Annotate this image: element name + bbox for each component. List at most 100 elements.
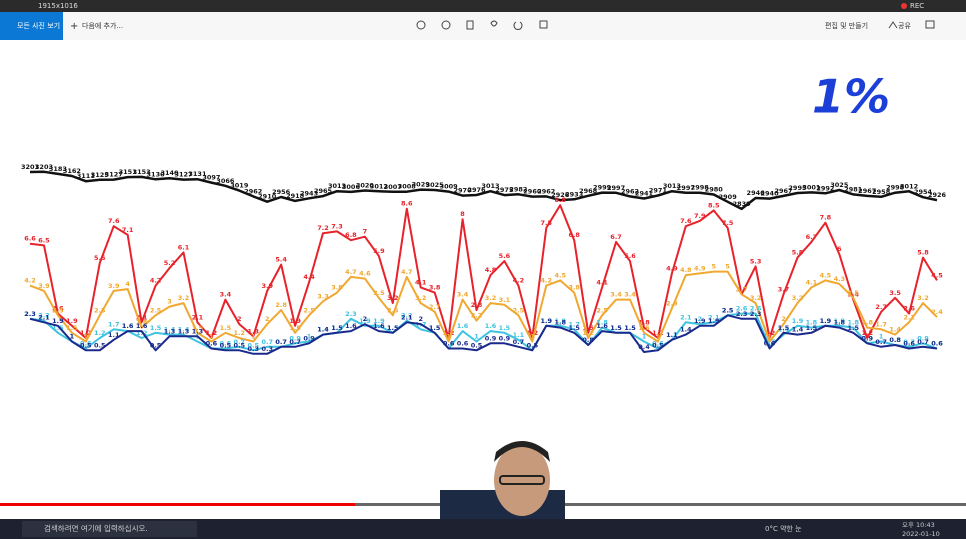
all-photos-button[interactable] — [0, 12, 63, 40]
data-label: 1.9 — [820, 317, 832, 325]
data-label: 0.6 — [457, 340, 469, 348]
data-label: 1.5 — [610, 324, 622, 332]
data-label: 2.6 — [903, 305, 915, 313]
data-label: 0.9 — [917, 334, 929, 342]
data-label: 1.9 — [834, 317, 846, 325]
data-label: 2.3 — [24, 310, 36, 318]
data-label: 0.9 — [861, 334, 873, 342]
data-label: 2909 — [719, 193, 738, 201]
data-label: 1.4 — [792, 326, 804, 334]
data-label: 7.8 — [820, 214, 832, 222]
data-label: 4.9 — [694, 264, 706, 272]
data-label: 3.1 — [499, 296, 511, 304]
data-label: 2 — [418, 315, 423, 323]
data-label: 1.2 — [652, 329, 664, 337]
data-label: 1.2 — [764, 329, 776, 337]
data-label: 2.5 — [303, 306, 315, 314]
data-label: 1.2 — [94, 329, 106, 337]
data-label: 1.9 — [359, 317, 371, 325]
data-label: 2968 — [579, 187, 598, 195]
data-label: 3127 — [105, 171, 123, 179]
data-label: 1 — [642, 333, 647, 341]
data-label: 4.7 — [345, 268, 357, 276]
data-label: 5.4 — [275, 256, 287, 264]
data-label: 1.9 — [694, 317, 706, 325]
data-label: 2956 — [272, 188, 291, 196]
data-label: 2.9 — [666, 299, 678, 307]
data-label: 8.6 — [401, 200, 413, 208]
data-label: 1.8 — [834, 319, 846, 327]
data-label: 3.7 — [736, 285, 748, 293]
data-label: 1.3 — [178, 327, 190, 335]
data-label: 2.5 — [387, 306, 399, 314]
data-label: 1.8 — [638, 319, 650, 327]
data-label: 1.4 — [778, 326, 790, 334]
handwritten-annotation: 1% — [812, 70, 890, 124]
data-label: 3.5 — [373, 289, 385, 297]
data-label: 5.5 — [94, 254, 106, 262]
data-label: 2997 — [677, 184, 695, 192]
share-button[interactable]: 공유 — [898, 22, 911, 30]
data-label: 0.6 — [443, 340, 455, 348]
data-label: 0.5 — [94, 341, 106, 349]
data-label: 3013 — [481, 182, 499, 190]
data-label: 3162 — [63, 167, 81, 175]
data-label: 2910 — [258, 193, 277, 201]
data-label: 1 — [70, 333, 75, 341]
video-progress — [0, 503, 355, 506]
data-label: 0.6 — [80, 340, 92, 348]
data-label: 1 — [307, 333, 312, 341]
data-label: 2.7 — [429, 303, 441, 311]
data-label: 1.5 — [624, 324, 636, 332]
data-label: 1.3 — [248, 327, 260, 335]
data-label: 6.7 — [806, 233, 818, 241]
data-label: 2.5 — [150, 306, 162, 314]
data-label: 1.5 — [387, 324, 399, 332]
data-label: 1.5 — [289, 324, 301, 332]
data-label: 3.2 — [387, 294, 399, 302]
toolbar-icons[interactable] — [416, 20, 935, 30]
series-line — [29, 270, 938, 343]
data-label: 7.6 — [680, 217, 692, 225]
data-label: 2.5 — [52, 306, 64, 314]
data-label: 2.3 — [24, 310, 36, 318]
data-label: 3006 — [342, 183, 361, 191]
clock-date: 2022-01-10 — [902, 530, 940, 538]
data-label: 2.6 — [736, 305, 748, 313]
data-label: 4.1 — [806, 278, 818, 286]
data-label: 1.8 — [136, 319, 148, 327]
data-label: 1.8 — [596, 319, 608, 327]
rec-label: REC — [910, 2, 924, 10]
plus-icon: + — [70, 21, 78, 32]
data-label: 6 — [837, 245, 842, 253]
data-label: 3151 — [119, 168, 138, 176]
data-label: 1.6 — [122, 322, 134, 330]
data-label: 4.5 — [554, 271, 566, 279]
data-label: 0.5 — [248, 341, 260, 349]
data-label: 0.8 — [889, 336, 901, 344]
data-label: 1.3 — [192, 327, 204, 335]
data-label: 3.4 — [624, 291, 636, 299]
edit-create-button[interactable]: 편집 및 만들기 — [825, 21, 868, 30]
data-label: 1.8 — [806, 319, 818, 327]
add-to-button[interactable]: 다음에 추가... — [82, 21, 123, 30]
data-label: 0.9 — [303, 334, 315, 342]
data-label: 1.5 — [610, 324, 622, 332]
data-label: 3007 — [384, 183, 402, 191]
search-box[interactable] — [22, 521, 197, 537]
data-label: 1.1 — [666, 331, 678, 339]
window-title: 1915x1016 — [38, 2, 78, 10]
data-label: 0.5 — [471, 341, 483, 349]
data-label: 3.3 — [317, 292, 329, 300]
data-label: 0.6 — [764, 340, 776, 348]
data-label: 2992 — [816, 184, 834, 192]
data-label: 0.6 — [652, 340, 664, 348]
data-label: 0.7 — [513, 338, 525, 346]
data-label: 7.6 — [108, 217, 120, 225]
data-label: 1.5 — [150, 324, 162, 332]
data-label: 2 — [237, 315, 242, 323]
data-label: 1.4 — [178, 326, 190, 334]
data-label: 0.6 — [206, 340, 218, 348]
data-label: 1.3 — [164, 327, 176, 335]
data-label: 3066 — [216, 177, 235, 185]
